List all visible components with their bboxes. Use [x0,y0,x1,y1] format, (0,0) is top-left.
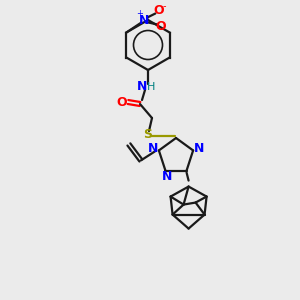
Text: N: N [148,142,158,155]
Text: O: O [155,20,166,33]
Text: N: N [194,142,204,155]
Text: +: + [136,9,143,18]
Text: -: - [163,2,166,11]
Text: S: S [143,128,152,140]
Text: H: H [147,82,155,92]
Text: O: O [153,4,164,17]
Text: N: N [137,80,147,92]
Text: N: N [162,170,172,183]
Text: O: O [117,95,127,109]
Text: N: N [139,14,149,27]
